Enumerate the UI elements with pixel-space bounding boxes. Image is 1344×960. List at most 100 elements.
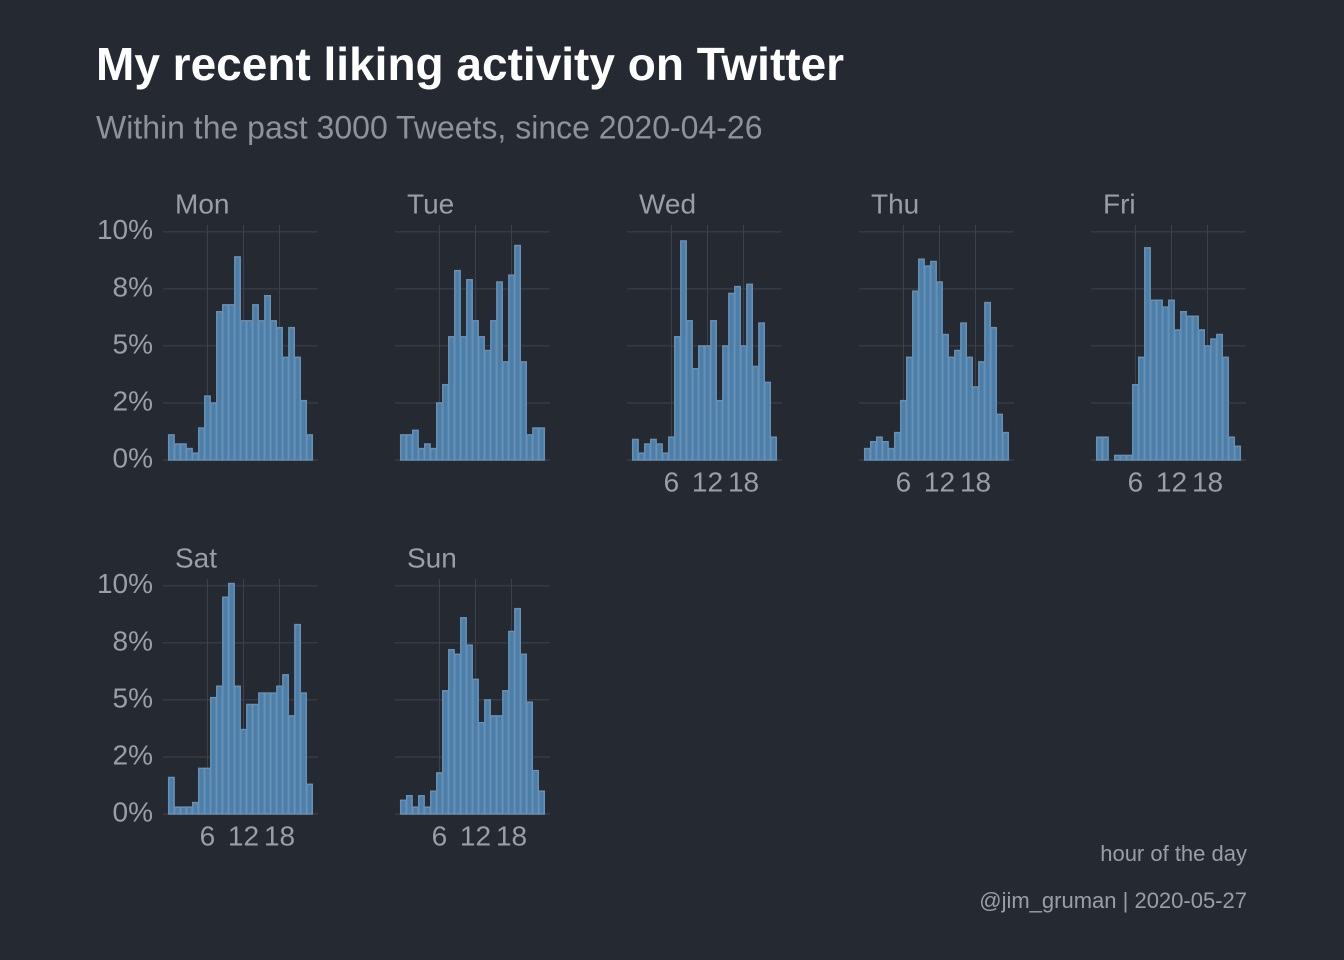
bar [478,336,485,461]
bar [716,399,723,461]
x-tick-label: 18 [1192,466,1223,497]
bar [869,440,877,461]
x-tick-label: 18 [496,820,527,851]
bar [698,345,705,461]
bar [405,794,413,815]
bar [1113,454,1121,461]
chart-title: My recent liking activity on Twitter [96,38,844,90]
bar [429,790,437,815]
bar [448,648,455,815]
bar [276,685,284,815]
bar [496,281,503,461]
bar [1138,356,1145,461]
x-tick-label: 18 [264,820,295,851]
x-tick-label: 12 [460,820,491,851]
bar [204,767,211,815]
bar [722,345,729,461]
bar [881,440,889,461]
bar [520,653,528,815]
bar [520,361,528,461]
bar [734,285,741,461]
x-tick-label: 6 [896,466,912,497]
bar [234,685,241,815]
bar [210,696,217,815]
bar [1002,431,1010,461]
bar [405,434,413,461]
bar [502,361,509,461]
bar [764,381,772,461]
bar [411,806,419,815]
bar [752,365,760,461]
y-tick-label: 8% [113,625,153,656]
bar [1234,445,1242,461]
bar [185,447,193,461]
bar [649,438,657,461]
bar [710,320,717,461]
bar [417,447,425,461]
bar [411,429,419,461]
bar [179,443,187,461]
bar [173,806,181,815]
bar [924,265,931,461]
bar [1216,333,1224,461]
bar [228,304,235,461]
bar [240,728,247,815]
bar [900,399,907,461]
bar [442,383,449,461]
x-tick-label: 18 [728,466,759,497]
bar [264,692,271,815]
bar [173,443,181,461]
bar [936,281,943,461]
bar [508,630,516,815]
bar [692,367,699,461]
bar [954,349,961,461]
bar [887,447,895,461]
bar [972,386,980,461]
bar [990,326,998,461]
bar [252,703,259,815]
bar [423,806,431,815]
bar [282,356,290,461]
bar [216,310,223,461]
bar [1144,247,1151,461]
bar [532,427,540,461]
bar [252,304,259,461]
bar [496,715,503,815]
bar [728,292,735,461]
bar [472,320,479,461]
bar [942,333,949,461]
bar [740,345,748,461]
bar [288,715,296,815]
bar [637,452,645,461]
bar [746,283,754,461]
bar [436,402,443,461]
y-tick-label: 0% [113,796,153,827]
x-tick-label: 6 [200,820,216,851]
bar [704,345,711,461]
bar [270,320,277,461]
caption: @jim_gruman | 2020-05-27 [979,888,1247,913]
bar [1119,454,1127,461]
bar [514,607,522,815]
bar [631,438,639,461]
bar [490,715,497,815]
bar [918,258,925,461]
chart-subtitle: Within the past 3000 Tweets, since 2020-… [96,109,762,145]
y-tick-label: 8% [113,271,153,302]
bar [526,701,534,815]
bar [984,301,992,461]
bar [875,436,883,461]
bar [478,721,485,815]
bar [912,290,919,461]
bar [300,692,308,815]
facet-title: Thu [871,188,919,219]
bar [893,431,901,461]
bar [484,349,491,461]
facet-title: Fri [1103,188,1136,219]
bar [1132,383,1139,461]
bar [538,427,546,461]
bar [288,326,296,461]
bar [960,322,967,461]
bar [1101,436,1109,461]
